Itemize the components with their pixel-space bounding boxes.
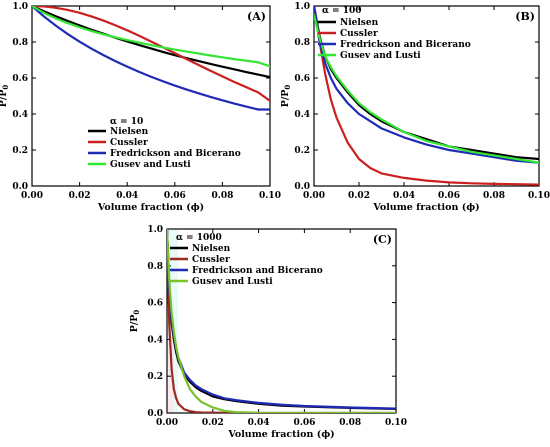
y-axis-label: P/P0: [0, 85, 10, 108]
series-line-gusev-and-lusti: [314, 13, 539, 164]
panel-label: (C): [373, 233, 392, 246]
chart-panel-3: 0.00 0.02 0.04 0.06 0.08 0.10 0.0 0.2 0.4 0.6 0.8 1…: [129, 225, 407, 440]
legend-label: Nielsen: [192, 244, 231, 254]
y-axis-label: P/P0: [129, 310, 141, 333]
y-tick-label: 0.0: [12, 182, 28, 192]
series-line-cussler: [314, 6, 539, 186]
legend-label: Fredrickson and Bicerano: [192, 266, 323, 276]
legend-label: Gusev and Lusti: [340, 51, 421, 61]
x-tick-label: 0.00: [156, 418, 178, 428]
chart-panel-1: 0.00 0.02 0.04 0.06 0.08 0.10 0.0 0.2 0.4 0.6 0.8 1…: [0, 2, 281, 213]
x-tick-label: 0.02: [202, 418, 224, 428]
y-tick-label: 1.0: [12, 2, 28, 12]
x-tick-label: 0.04: [248, 418, 270, 428]
legend-label: Gusev and Lusti: [110, 160, 191, 170]
y-tick-label: 0.4: [147, 335, 163, 345]
legend-title: α = 100: [322, 6, 362, 16]
x-tick-label: 0.08: [339, 418, 361, 428]
plot-frame: [31, 5, 271, 187]
x-tick-label: 0.10: [385, 418, 407, 428]
x-tick-label: 0.06: [438, 191, 460, 201]
panel-label: (A): [247, 10, 266, 23]
series-line-gusev-and-lusti: [32, 6, 270, 68]
panel-label: (B): [515, 10, 535, 23]
chart-panel-2: 0.00 0.02 0.04 0.06 0.08 0.10 0.0 0.2 0.4 0.6 0.8 1…: [280, 2, 550, 213]
y-tick-label: 0.6: [12, 74, 28, 84]
y-tick-label: 1.0: [294, 2, 310, 12]
legend-label: Fredrickson and Bicerano: [110, 149, 241, 159]
x-tick-label: 0.10: [528, 191, 550, 201]
series-group: [314, 6, 539, 186]
y-tick-label: 0.8: [147, 262, 163, 272]
y-axis-label: P/P0: [280, 85, 292, 108]
y-tick-label: 0.0: [294, 182, 310, 192]
legend-label: Fredrickson and Bicerano: [340, 40, 471, 50]
x-axis-label: Volume fraction (ϕ): [97, 202, 204, 213]
x-tick-label: 0.04: [116, 191, 138, 201]
series-line-nielsen: [32, 6, 270, 79]
y-tick-label: 0.2: [147, 372, 163, 382]
y-tick-label: 0.8: [12, 38, 28, 48]
legend-label: Nielsen: [340, 18, 379, 28]
x-tick-label: 0.06: [293, 418, 315, 428]
legend-title: α = 10: [110, 117, 143, 127]
y-tick-label: 0.4: [12, 110, 28, 120]
x-axis-label: Volume fraction (ϕ): [227, 429, 334, 440]
legend-label: Cussler: [192, 255, 230, 265]
series-group: [32, 6, 270, 111]
x-tick-label: 0.02: [69, 191, 91, 201]
x-tick-label: 0.06: [164, 191, 186, 201]
legend-label: Gusev and Lusti: [192, 277, 273, 287]
x-tick-label: 0.08: [483, 191, 505, 201]
series-line-fredrickson-and-bicerano: [32, 6, 270, 111]
plot-frame: [313, 5, 540, 187]
legend-label: Cussler: [340, 29, 378, 39]
series-line-fredrickson-and-bicerano: [314, 6, 539, 164]
series-line-cussler: [167, 229, 396, 413]
x-tick-label: 0.00: [21, 191, 43, 201]
y-tick-label: 1.0: [147, 225, 163, 235]
x-tick-label: 0.10: [259, 191, 281, 201]
y-tick-label: 0.8: [294, 38, 310, 48]
y-tick-label: 0.2: [294, 146, 310, 156]
legend-title: α = 1000: [176, 233, 222, 243]
x-tick-label: 0.02: [348, 191, 370, 201]
series-group: [167, 229, 396, 413]
x-tick-label: 0.08: [211, 191, 233, 201]
y-tick-label: 0.6: [147, 299, 163, 309]
y-tick-label: 0.0: [147, 409, 163, 419]
series-line-gusev-and-lusti: [167, 229, 396, 413]
y-tick-label: 0.2: [12, 146, 28, 156]
x-tick-label: 0.04: [393, 191, 415, 201]
legend-label: Nielsen: [110, 127, 149, 137]
y-tick-label: 0.4: [294, 110, 310, 120]
series-line-cussler: [32, 6, 270, 102]
y-tick-label: 0.6: [294, 74, 310, 84]
x-axis-label: Volume fraction (ϕ): [372, 202, 479, 213]
x-tick-label: 0.00: [303, 191, 325, 201]
legend-label: Cussler: [110, 138, 148, 148]
